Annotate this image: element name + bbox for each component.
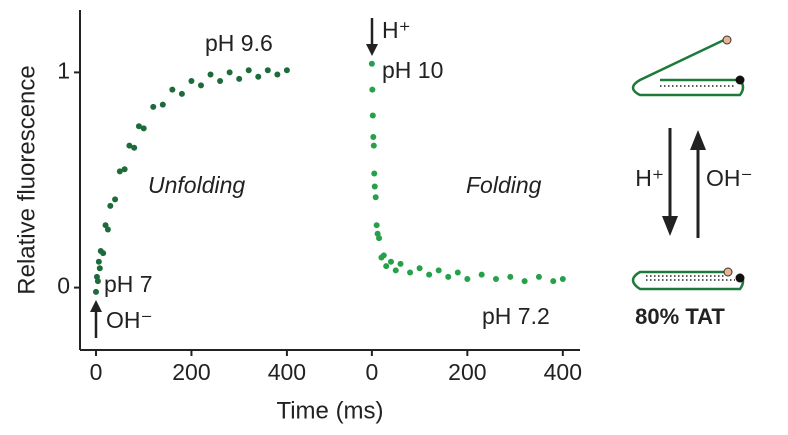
point: [416, 265, 423, 272]
point: [159, 101, 166, 108]
x-axis-label: Time (ms): [276, 397, 383, 424]
arrow-up: [690, 130, 706, 238]
hairpin-open: [631, 35, 745, 97]
point: [100, 250, 107, 257]
x-tick-label: 0: [365, 359, 378, 385]
point: [283, 67, 290, 74]
point: [126, 142, 133, 149]
point: [274, 71, 281, 78]
point: [264, 67, 271, 74]
annotation: H⁺: [382, 17, 411, 43]
point: [521, 278, 528, 285]
point: [397, 260, 404, 267]
point: [372, 194, 379, 201]
point: [116, 168, 123, 175]
arrow-down: [662, 128, 678, 236]
point: [188, 78, 195, 85]
point: [426, 271, 433, 278]
point: [131, 144, 138, 151]
point: [370, 142, 377, 149]
point: [169, 86, 176, 93]
point: [373, 222, 380, 229]
point: [140, 125, 147, 132]
point: [454, 269, 461, 276]
y-axis-label: Relative fluorescence: [13, 65, 40, 294]
point: [94, 278, 101, 285]
hairpin-closed: [631, 267, 745, 291]
point: [135, 123, 142, 130]
point: [371, 170, 378, 177]
point: [370, 133, 377, 140]
point: [107, 202, 114, 209]
point: [371, 183, 378, 190]
y-tick-label: 0: [57, 273, 70, 299]
point: [550, 278, 557, 285]
point: [369, 112, 376, 119]
point: [197, 82, 204, 89]
point: [478, 271, 485, 278]
point: [92, 288, 99, 295]
point: [387, 258, 394, 265]
x-tick-label: 200: [172, 359, 210, 385]
point: [217, 78, 224, 85]
x-tick-label: 0: [90, 359, 103, 385]
x-tick-label: 400: [544, 359, 582, 385]
point: [407, 269, 414, 276]
point: [245, 67, 252, 74]
annotation: pH 7: [104, 271, 153, 297]
annotation: pH 9.6: [205, 30, 273, 56]
acid-label: H⁺: [635, 165, 664, 191]
point: [95, 258, 102, 265]
point: [104, 226, 111, 233]
point: [392, 267, 399, 274]
point: [178, 90, 185, 97]
point: [150, 103, 157, 110]
point: [376, 235, 383, 242]
base-label: OH⁻: [706, 165, 753, 191]
point: [255, 73, 262, 80]
point: [445, 273, 452, 280]
point: [121, 166, 128, 173]
point: [535, 273, 542, 280]
y-tick-label: 1: [57, 57, 70, 83]
point: [369, 86, 376, 93]
point: [112, 196, 119, 203]
point: [507, 273, 514, 280]
point: [368, 60, 375, 67]
arrow-h: [366, 18, 378, 56]
x-tick-label: 400: [268, 359, 306, 385]
annotation: Folding: [466, 172, 542, 198]
point: [559, 275, 566, 282]
diagram-caption: 80% TAT: [635, 304, 725, 329]
point: [464, 275, 471, 282]
point: [207, 71, 214, 78]
annotation: pH 7.2: [482, 303, 550, 329]
annotation: pH 10: [382, 57, 443, 83]
annotation: OH⁻: [106, 307, 153, 333]
point: [435, 267, 442, 274]
point: [380, 252, 387, 259]
annotation: Unfolding: [148, 172, 245, 198]
point: [236, 75, 243, 82]
point: [383, 263, 390, 270]
point: [492, 275, 499, 282]
point: [226, 69, 233, 76]
x-tick-label: 200: [448, 359, 486, 385]
point: [96, 265, 103, 272]
arrow-oh: [90, 300, 102, 338]
